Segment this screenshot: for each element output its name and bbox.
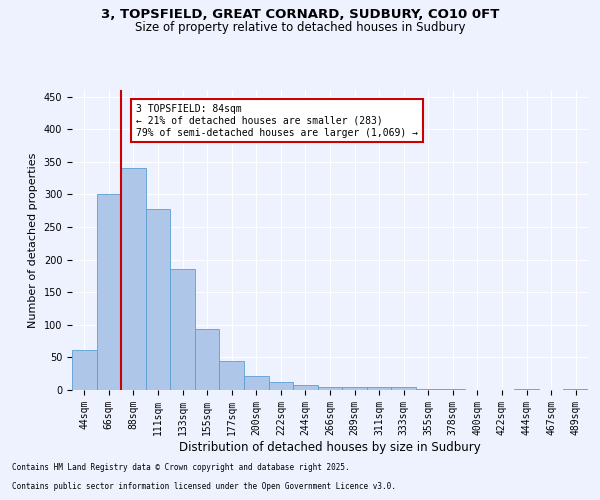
Bar [342, 386, 367, 390]
Bar [416, 388, 440, 390]
Bar [318, 386, 342, 390]
Bar [220, 362, 244, 390]
X-axis label: Distribution of detached houses by size in Sudbury: Distribution of detached houses by size … [179, 440, 481, 454]
Bar [121, 168, 146, 390]
Bar [391, 388, 416, 390]
Text: 3 TOPSFIELD: 84sqm
← 21% of detached houses are smaller (283)
79% of semi-detach: 3 TOPSFIELD: 84sqm ← 21% of detached hou… [136, 104, 418, 138]
Bar [170, 270, 195, 390]
Bar [72, 350, 97, 390]
Y-axis label: Number of detached properties: Number of detached properties [28, 152, 38, 328]
Bar [146, 208, 170, 390]
Text: Contains public sector information licensed under the Open Government Licence v3: Contains public sector information licen… [12, 482, 396, 491]
Bar [367, 388, 391, 390]
Text: 3, TOPSFIELD, GREAT CORNARD, SUDBURY, CO10 0FT: 3, TOPSFIELD, GREAT CORNARD, SUDBURY, CO… [101, 8, 499, 20]
Bar [563, 388, 588, 390]
Bar [97, 194, 121, 390]
Text: Contains HM Land Registry data © Crown copyright and database right 2025.: Contains HM Land Registry data © Crown c… [12, 464, 350, 472]
Bar [195, 328, 220, 390]
Bar [440, 388, 465, 390]
Bar [269, 382, 293, 390]
Bar [244, 376, 269, 390]
Text: Size of property relative to detached houses in Sudbury: Size of property relative to detached ho… [135, 22, 465, 35]
Bar [293, 386, 318, 390]
Bar [514, 388, 539, 390]
